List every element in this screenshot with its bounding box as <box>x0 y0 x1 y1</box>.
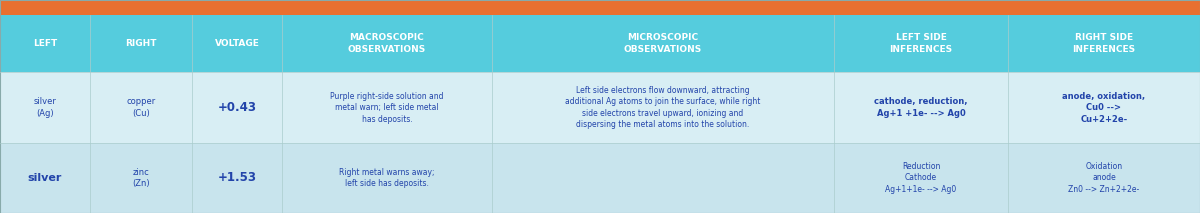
Text: RIGHT: RIGHT <box>125 39 157 48</box>
Text: Purple right-side solution and
metal warn; left side metal
has deposits.: Purple right-side solution and metal war… <box>330 92 444 124</box>
Text: Oxidation
anode
Zn0 --> Zn+2+2e-: Oxidation anode Zn0 --> Zn+2+2e- <box>1068 162 1140 194</box>
Bar <box>0 15 1200 72</box>
Bar <box>0 0 1200 15</box>
Text: anode, oxidation,
Cu0 -->
Cu+2+2e-: anode, oxidation, Cu0 --> Cu+2+2e- <box>1062 92 1146 124</box>
Text: LEFT: LEFT <box>32 39 58 48</box>
Text: copper
(Cu): copper (Cu) <box>126 97 156 118</box>
Text: +0.43: +0.43 <box>217 101 257 114</box>
Text: LEFT SIDE
INFERENCES: LEFT SIDE INFERENCES <box>889 33 953 54</box>
Text: cathode, reduction,
Ag+1 +1e- --> Ag0: cathode, reduction, Ag+1 +1e- --> Ag0 <box>875 97 967 118</box>
Bar <box>0 143 1200 213</box>
Text: +1.53: +1.53 <box>217 171 257 184</box>
Text: VOLTAGE: VOLTAGE <box>215 39 259 48</box>
Text: RIGHT SIDE
INFERENCES: RIGHT SIDE INFERENCES <box>1073 33 1135 54</box>
Bar <box>0 72 1200 143</box>
Text: Right metal warns away;
left side has deposits.: Right metal warns away; left side has de… <box>340 168 434 188</box>
Text: Left side electrons flow downward, attracting
additional Ag atoms to join the su: Left side electrons flow downward, attra… <box>565 86 761 129</box>
Text: zinc
(Zn): zinc (Zn) <box>132 168 150 188</box>
Text: Reduction
Cathode
Ag+1+1e- --> Ag0: Reduction Cathode Ag+1+1e- --> Ag0 <box>886 162 956 194</box>
Text: MACROSCOPIC
OBSERVATIONS: MACROSCOPIC OBSERVATIONS <box>348 33 426 54</box>
Text: MICROSCOPIC
OBSERVATIONS: MICROSCOPIC OBSERVATIONS <box>624 33 702 54</box>
Text: silver
(Ag): silver (Ag) <box>34 97 56 118</box>
Text: silver: silver <box>28 173 62 183</box>
